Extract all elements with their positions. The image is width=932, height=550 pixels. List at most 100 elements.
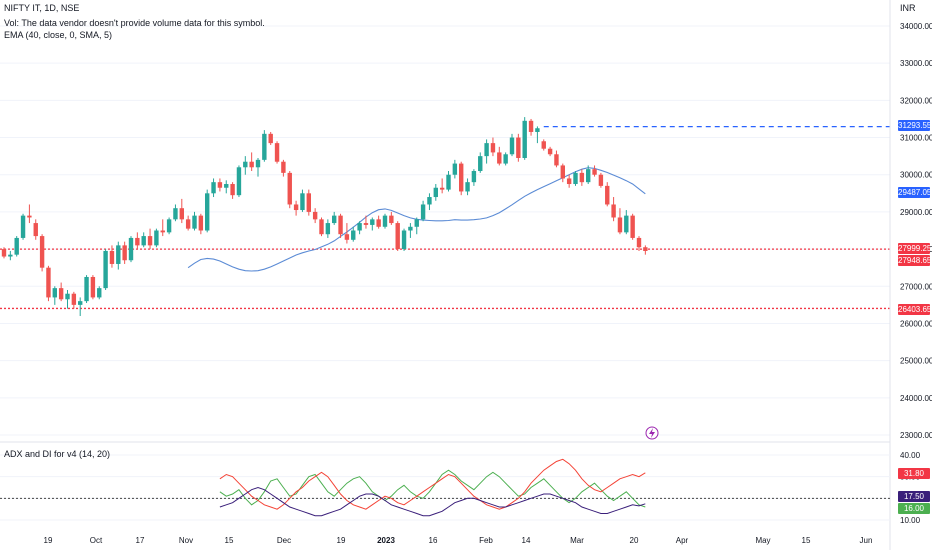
symbol-title[interactable]: NIFTY IT, 1D, NSE [4,3,80,13]
candle [478,152,483,173]
candle-body [287,172,292,205]
candle-body [408,226,413,231]
candle-body [52,288,57,298]
price-axis[interactable]: 34000.00 33000.00 32000.00 31000.00 30000.00… [900,22,932,440]
candle [312,208,318,224]
candle [243,156,248,175]
candle [236,165,242,198]
candle [395,221,400,251]
candle-body [205,193,210,231]
candle-body [465,182,470,192]
candle-body [503,154,508,164]
candle-body [211,182,216,194]
candle-body [185,219,191,229]
candle-body [268,133,273,144]
candle-body [344,234,350,240]
candle-body [90,276,96,298]
price-badge-support: 26403.65 [898,304,932,315]
candle [52,286,57,305]
candle-body [243,161,248,168]
candle-body [293,204,299,211]
price-tick-label: 26000.00 [900,319,932,328]
candle [370,217,375,231]
candle [173,204,178,222]
indicator-tick-label: 10.00 [900,516,921,525]
candle [376,215,381,229]
candle-body [541,141,546,149]
candle [351,226,356,242]
candle-body [611,204,616,218]
candle-body [636,237,642,248]
price-badge-resistance: 31293.55 [898,120,932,131]
candle-body [592,169,597,175]
candle-body [97,288,102,298]
candle-body [547,148,553,155]
candles[interactable] [1,117,648,317]
candle [617,208,623,235]
candle [274,141,280,164]
candle-body [560,165,565,179]
candle [566,174,572,188]
candle [598,172,604,188]
candle [319,217,324,237]
candle-body [332,215,337,224]
candle-body [20,215,26,238]
candle-body [166,219,172,233]
candle-body [173,208,178,220]
candle [154,228,159,248]
time-axis[interactable]: 19 Oct 17 Nov 15 Dec 19 2023 16 Feb 14 Mar 20 Apr May 1… [44,536,873,545]
time-tick-label: 20 [630,536,639,545]
candle-body [382,215,388,227]
indicator-title[interactable]: ADX and DI for v4 (14, 20) [4,449,111,459]
candle-body [128,237,134,261]
candle [490,137,496,157]
candle [14,236,19,257]
candle [497,146,502,166]
candle [281,159,286,177]
candle-body [312,211,318,220]
flash-icon[interactable] [645,426,659,440]
candle-body [135,237,140,246]
indicator-pane[interactable] [0,454,890,521]
candle-body [414,219,419,227]
price-tick-label: 34000.00 [900,22,932,31]
candle [1,247,7,259]
candle [503,152,508,166]
candle [465,178,470,196]
ema-legend[interactable]: EMA (40, close, 0, SMA, 5) [4,30,113,40]
candle-body [357,223,362,231]
candle-body [141,236,146,246]
candle [420,200,426,222]
candle [363,215,369,229]
candle-body [71,293,77,305]
candle-body [27,215,32,218]
candle [592,165,597,177]
candle [97,286,102,300]
candle [471,169,477,186]
candle-body [1,249,7,257]
candle [452,159,458,179]
candle-body [217,182,223,188]
price-levels[interactable] [0,125,890,310]
candle [116,241,121,270]
candle [249,152,254,172]
candle [643,245,648,255]
time-tick-label: May [755,536,770,545]
candle-body [579,172,585,183]
candle [8,250,13,261]
candle [71,291,77,309]
price-tick-label: 24000.00 [900,394,932,403]
candle-body [433,187,438,198]
candle-body [535,128,540,132]
candle [160,219,165,237]
price-gridlines [0,25,890,436]
candle-body [446,174,451,190]
candle-body [14,237,19,255]
candle-body [274,143,280,162]
candle [535,126,540,144]
candle-body [586,169,591,183]
di-plus-line [219,469,646,508]
candle [147,228,153,250]
candle [516,133,521,162]
